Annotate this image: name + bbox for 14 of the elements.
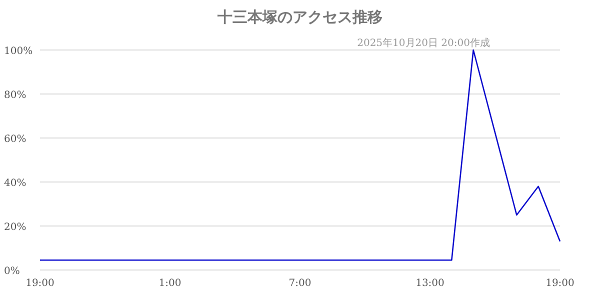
x-tick-label: 1:00	[158, 278, 182, 289]
y-tick-label: 100%	[4, 46, 33, 57]
y-tick-label: 60%	[4, 134, 26, 145]
y-tick-label: 80%	[4, 90, 26, 101]
y-tick-label: 20%	[4, 222, 26, 233]
chart-title: 十三本塚のアクセス推移	[216, 8, 382, 26]
x-tick-label: 19:00	[546, 278, 574, 289]
y-tick-label: 0%	[4, 266, 20, 277]
x-tick-label: 13:00	[416, 278, 444, 289]
line-series	[39, 49, 561, 261]
text: 2025年10月20日 20:00作成	[357, 37, 490, 49]
x-tick-label: 19:00	[26, 278, 54, 289]
y-tick-label: 40%	[4, 178, 26, 189]
x-tick-label: 7:00	[288, 278, 312, 289]
